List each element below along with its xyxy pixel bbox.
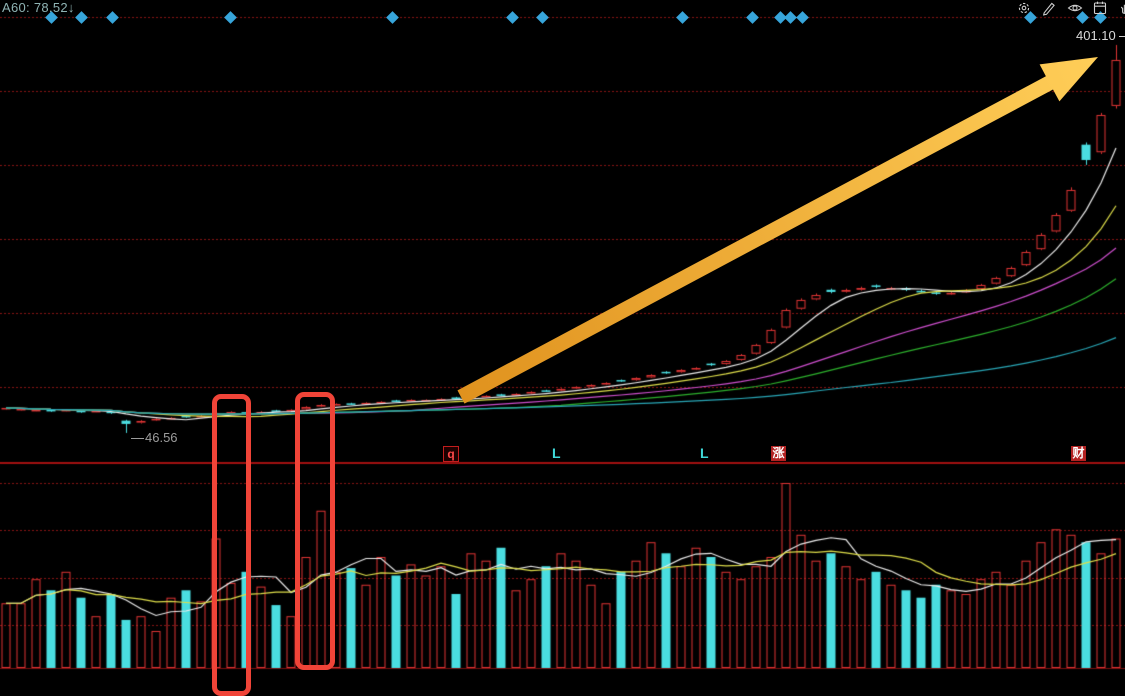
price-low-tick-dash [131, 438, 144, 440]
price-high-label: 401.10 [1076, 28, 1125, 43]
price-low-label: 46.56 [131, 430, 178, 445]
timeline-tag-zhang[interactable]: 涨 [771, 446, 786, 461]
highlight-rectangle-2 [295, 392, 335, 670]
gear-icon[interactable] [1016, 0, 1032, 16]
timeline-tag-l1[interactable]: L [552, 445, 561, 461]
timeline-tag-l2[interactable]: L [700, 445, 709, 461]
ma-indicator-text: A60: 78.52↓ [2, 0, 75, 15]
hand-icon[interactable] [1118, 0, 1125, 16]
eye-icon[interactable] [1067, 0, 1083, 16]
pen-icon[interactable] [1041, 0, 1057, 16]
timeline-tag-q[interactable]: q [443, 446, 459, 462]
candlestick-chart-canvas[interactable] [0, 0, 1125, 672]
price-high-tick-dash [1118, 36, 1125, 38]
toolbar [1016, 0, 1125, 16]
price-high-value: 401.10 [1076, 28, 1116, 43]
timeline-tag-cai[interactable]: 财 [1071, 446, 1086, 461]
ma-indicator-label: A60: 78.52↓ [2, 0, 75, 15]
price-low-value: 46.56 [145, 430, 178, 445]
highlight-rectangle-1 [212, 394, 251, 696]
calendar-icon[interactable] [1092, 0, 1108, 16]
